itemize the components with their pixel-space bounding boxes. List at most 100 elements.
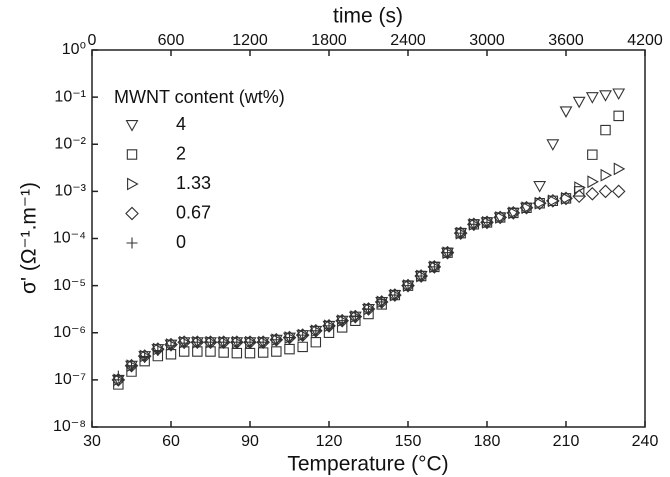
data-point: [164, 339, 178, 352]
data-point: [310, 336, 322, 348]
x2-tick-label: 600: [158, 32, 185, 49]
data-point: [349, 311, 361, 323]
data-point: [323, 320, 335, 332]
data-point: [401, 278, 415, 293]
data-point: [508, 206, 520, 220]
data-point: [295, 328, 310, 342]
data-point: [546, 139, 560, 151]
x-tick-label: 30: [83, 433, 101, 450]
data-point: [151, 344, 165, 356]
y-tick-label: 10⁻¹: [54, 88, 86, 105]
y-tick-label: 10⁻⁶: [53, 324, 86, 341]
data-point: [124, 358, 139, 373]
legend-marker: [125, 206, 139, 221]
data-point: [442, 247, 453, 259]
data-point: [257, 347, 269, 358]
data-point: [506, 206, 521, 220]
data-point: [112, 370, 124, 382]
data-point: [310, 325, 322, 337]
data-point: [139, 355, 150, 367]
data-point: [335, 313, 349, 328]
legend-marker: [126, 237, 138, 249]
data-point: [468, 218, 480, 230]
data-point: [427, 260, 442, 274]
y-tick-label: 10⁻⁵: [53, 277, 86, 294]
data-point: [297, 341, 308, 353]
y-axis-title: σ' (Ω⁻¹.m⁻¹): [18, 182, 41, 294]
data-point: [111, 373, 126, 387]
data-point: [363, 303, 374, 315]
data-point: [547, 194, 560, 208]
legend-label: 2: [176, 143, 186, 163]
data-point: [374, 295, 389, 309]
data-point: [561, 191, 573, 205]
data-point: [600, 124, 611, 136]
data-point: [389, 289, 401, 301]
x-tick-label: 90: [241, 433, 259, 450]
data-point: [573, 186, 585, 197]
data-point: [205, 336, 216, 348]
data-point: [165, 340, 177, 352]
data-point: [361, 302, 376, 316]
x-tick-label: 60: [162, 433, 180, 450]
data-point: [533, 181, 547, 193]
data-point: [440, 245, 455, 260]
data-point: [244, 336, 256, 348]
legend-label: 0: [176, 232, 186, 252]
x2-tick-label: 1800: [311, 32, 347, 49]
data-point: [546, 194, 560, 208]
data-point: [309, 323, 323, 338]
data-point: [455, 227, 467, 239]
data-point: [574, 181, 586, 195]
data-point: [600, 168, 613, 182]
data-point: [414, 269, 428, 283]
x-tick-label: 120: [316, 433, 343, 450]
data-point: [336, 315, 348, 327]
data-point: [230, 335, 244, 350]
x2-tick-label: 0: [88, 32, 97, 49]
x2-tick-label: 3600: [548, 32, 584, 49]
data-point: [126, 366, 137, 377]
y-tick-label: 10⁻³: [54, 183, 86, 200]
data-point: [152, 345, 164, 357]
data-point: [218, 347, 229, 358]
legend-label: 0.67: [176, 202, 211, 222]
data-point: [572, 189, 586, 204]
data-point: [453, 226, 468, 240]
legend-marker: [125, 120, 139, 132]
legend-marker: [126, 149, 138, 160]
data-point: [613, 162, 626, 176]
data-point: [613, 110, 624, 122]
data-point: [139, 351, 151, 363]
data-point: [559, 191, 573, 206]
data-point: [257, 336, 269, 348]
data-point: [519, 200, 534, 215]
data-point: [388, 288, 402, 302]
data-point: [599, 90, 612, 102]
data-point: [282, 330, 297, 345]
y-tick-label: 10⁻²: [54, 135, 86, 152]
y-tick-label: 10⁻⁸: [53, 418, 86, 435]
data-point: [532, 196, 547, 211]
data-point: [402, 280, 414, 292]
data-point: [284, 332, 295, 344]
data-point: [493, 210, 507, 225]
data-point: [231, 347, 243, 359]
x2-axis-title: time (s): [333, 5, 403, 28]
data-point: [376, 296, 388, 308]
data-point: [256, 335, 270, 350]
y-tick-label: 10⁰: [62, 41, 86, 58]
data-point: [271, 346, 282, 357]
data-point: [612, 88, 626, 101]
data-point: [495, 210, 507, 224]
data-point: [178, 337, 190, 349]
y-tick-label: 10⁻⁷: [54, 371, 86, 388]
data-point: [428, 261, 440, 273]
data-point: [139, 349, 152, 363]
data-point: [572, 96, 586, 109]
legend-label: 4: [176, 114, 186, 134]
data-point: [191, 336, 203, 348]
legend-title: MWNT content (wt%): [114, 87, 285, 107]
data-point: [348, 309, 363, 324]
